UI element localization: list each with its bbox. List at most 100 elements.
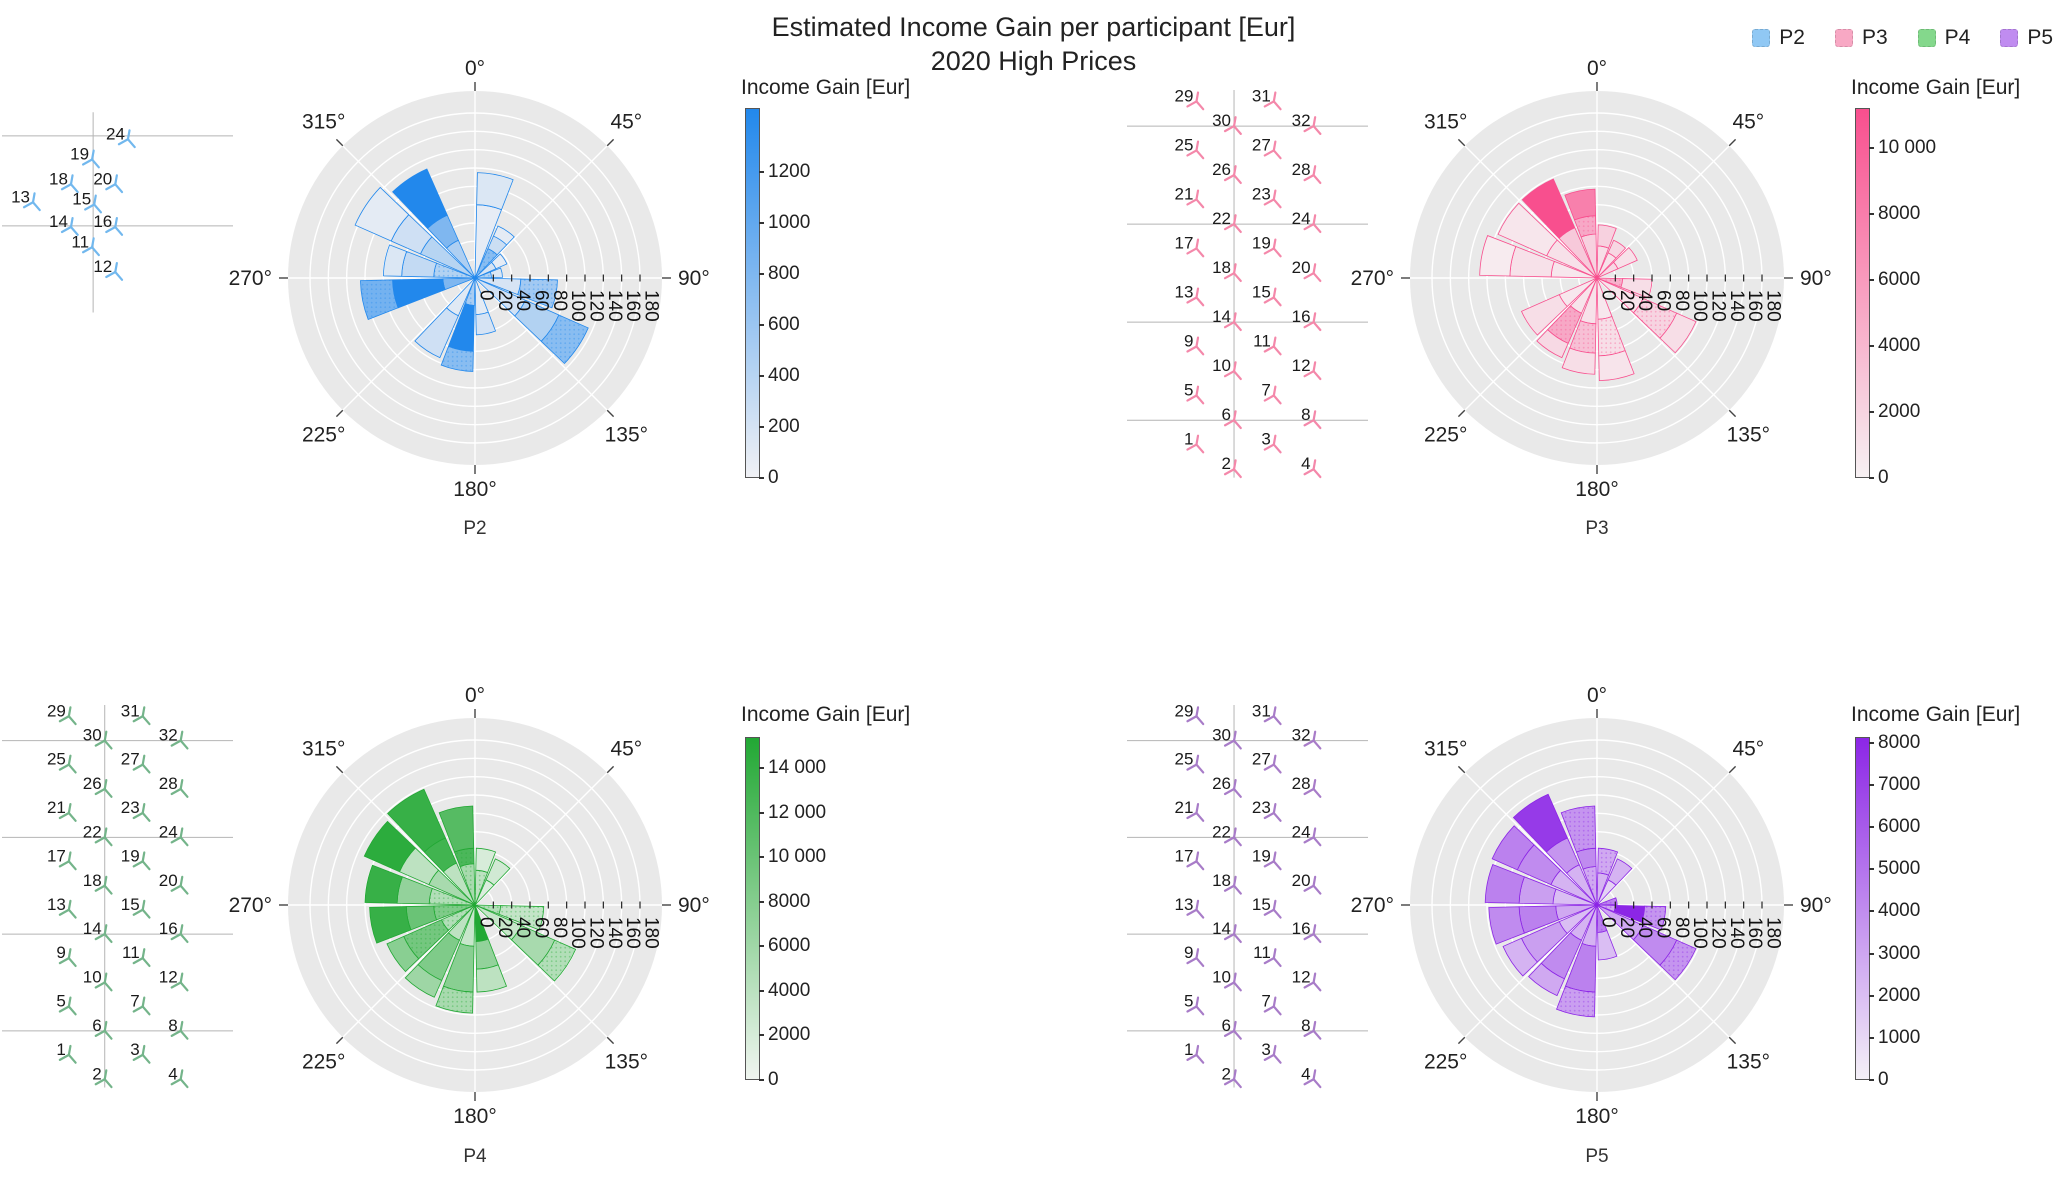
turbine-marker[interactable] xyxy=(1303,972,1323,992)
rose-sector-segment[interactable] xyxy=(1479,235,1517,277)
turbine-marker[interactable] xyxy=(60,217,80,236)
turbine-marker[interactable] xyxy=(1263,706,1283,726)
turbine-marker[interactable] xyxy=(58,1044,78,1064)
turbine-marker[interactable] xyxy=(94,779,114,798)
rose-sector-segment[interactable] xyxy=(1520,294,1568,336)
turbine-marker[interactable] xyxy=(170,827,190,847)
turbine-marker[interactable] xyxy=(117,129,137,149)
turbine-marker[interactable] xyxy=(58,948,78,968)
rose-sector-segment[interactable] xyxy=(382,244,408,277)
turbine-marker[interactable] xyxy=(1223,361,1243,381)
turbine-marker[interactable] xyxy=(1223,924,1243,944)
turbine-marker[interactable] xyxy=(1263,996,1283,1016)
turbine-marker[interactable] xyxy=(84,194,103,214)
turbine-marker[interactable] xyxy=(1263,91,1283,111)
turbine-marker[interactable] xyxy=(170,972,190,992)
rose-sector-segment[interactable] xyxy=(1491,825,1535,871)
turbine-marker[interactable] xyxy=(105,217,124,236)
turbine-marker[interactable] xyxy=(132,948,152,968)
turbine-marker[interactable] xyxy=(1223,116,1243,135)
turbine-marker[interactable] xyxy=(1263,434,1283,454)
turbine-marker[interactable] xyxy=(22,192,42,212)
turbine-marker[interactable] xyxy=(1186,948,1205,968)
rose-sector-segment[interactable] xyxy=(386,935,420,973)
rose-sector-segment[interactable] xyxy=(475,847,497,874)
legend-swatch-p5[interactable] xyxy=(2000,29,2019,47)
turbine-marker[interactable] xyxy=(1223,875,1243,895)
turbine-marker[interactable] xyxy=(58,899,78,919)
rose-sector-segment[interactable] xyxy=(364,864,403,904)
turbine-marker[interactable] xyxy=(1223,1069,1243,1089)
turbine-marker[interactable] xyxy=(1263,140,1283,160)
turbine-marker[interactable] xyxy=(1186,851,1205,871)
turbine-marker[interactable] xyxy=(1223,1020,1243,1040)
turbine-marker[interactable] xyxy=(58,851,78,871)
rose-sector-segment[interactable] xyxy=(392,168,448,229)
turbine-marker[interactable] xyxy=(1263,899,1283,919)
rose-sector-segment[interactable] xyxy=(404,964,443,998)
rose-sector-segment[interactable] xyxy=(438,805,475,853)
turbine-marker[interactable] xyxy=(60,174,80,194)
turbine-marker[interactable] xyxy=(58,803,78,822)
legend-swatch-p2[interactable] xyxy=(1752,29,1771,47)
rose-sector-segment[interactable] xyxy=(485,858,511,886)
rose-sector-segment[interactable] xyxy=(476,964,508,993)
turbine-marker[interactable] xyxy=(94,972,114,992)
turbine-marker[interactable] xyxy=(1223,312,1243,332)
turbine-marker[interactable] xyxy=(170,1020,190,1040)
turbine-marker[interactable] xyxy=(132,803,152,822)
rose-sector-segment[interactable] xyxy=(369,906,412,944)
turbine-marker[interactable] xyxy=(170,730,190,750)
turbine-marker[interactable] xyxy=(94,875,114,895)
turbine-marker[interactable] xyxy=(1223,410,1243,430)
rose-sector-segment[interactable] xyxy=(1521,178,1576,239)
turbine-marker[interactable] xyxy=(1263,238,1283,258)
turbine-marker[interactable] xyxy=(132,754,152,774)
turbine-marker[interactable] xyxy=(132,851,152,871)
turbine-marker[interactable] xyxy=(1223,459,1243,479)
turbine-marker[interactable] xyxy=(170,779,190,798)
turbine-marker[interactable] xyxy=(1263,385,1283,405)
turbine-marker[interactable] xyxy=(1303,361,1323,381)
rose-sector-segment[interactable] xyxy=(1597,930,1618,961)
rose-sector-segment[interactable] xyxy=(1497,202,1558,257)
turbine-marker[interactable] xyxy=(1263,754,1283,774)
turbine-marker[interactable] xyxy=(1303,827,1323,847)
turbine-marker[interactable] xyxy=(1263,287,1283,307)
turbine-marker[interactable] xyxy=(1303,165,1323,185)
turbine-marker[interactable] xyxy=(1263,803,1283,822)
legend-item-p3[interactable]: P3 xyxy=(1834,26,1888,50)
rose-sector-segment[interactable] xyxy=(387,788,446,853)
turbine-marker[interactable] xyxy=(1303,875,1323,895)
turbine-marker[interactable] xyxy=(132,1044,152,1064)
legend-item-p5[interactable]: P5 xyxy=(2000,26,2053,50)
legend-item-p4[interactable]: P4 xyxy=(1917,26,1970,50)
turbine-marker[interactable] xyxy=(170,924,190,944)
turbine-marker[interactable] xyxy=(1186,385,1205,405)
rose-sector-segment[interactable] xyxy=(1561,347,1596,375)
rose-sector-segment[interactable] xyxy=(476,172,514,211)
turbine-marker[interactable] xyxy=(170,875,190,895)
turbine-marker[interactable] xyxy=(81,237,101,257)
turbine-marker[interactable] xyxy=(1303,779,1323,798)
turbine-marker[interactable] xyxy=(94,924,114,944)
turbine-marker[interactable] xyxy=(1303,312,1323,332)
rose-sector-segment[interactable] xyxy=(1659,312,1697,354)
rose-sector-segment[interactable] xyxy=(1598,350,1635,382)
turbine-marker[interactable] xyxy=(1263,948,1283,968)
turbine-marker[interactable] xyxy=(1223,779,1243,798)
turbine-marker[interactable] xyxy=(1263,851,1283,871)
turbine-marker[interactable] xyxy=(1186,754,1205,774)
turbine-marker[interactable] xyxy=(1186,706,1205,726)
turbine-marker[interactable] xyxy=(1186,996,1205,1016)
turbine-marker[interactable] xyxy=(1186,899,1205,919)
rose-sector-segment[interactable] xyxy=(492,225,515,246)
rose-sector-segment[interactable] xyxy=(1502,937,1538,977)
turbine-marker[interactable] xyxy=(1303,263,1323,283)
turbine-marker[interactable] xyxy=(1223,730,1243,750)
turbine-marker[interactable] xyxy=(81,149,101,169)
turbine-marker[interactable] xyxy=(1303,730,1323,750)
rose-sector-segment[interactable] xyxy=(1613,247,1638,270)
turbine-marker[interactable] xyxy=(1263,336,1283,356)
turbine-marker[interactable] xyxy=(1186,238,1205,258)
